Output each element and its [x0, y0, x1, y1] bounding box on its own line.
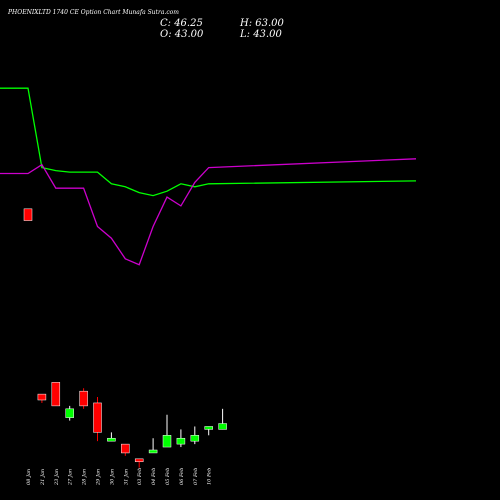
x-tick-label: 03 Feb: [137, 468, 143, 485]
candles: [23, 208, 227, 468]
candle-body: [107, 437, 116, 442]
candle: [121, 443, 130, 456]
x-tick-label: 10 Feb: [207, 468, 213, 485]
candle-body: [23, 208, 33, 221]
x-tick-label: 31 Jan: [123, 469, 129, 485]
x-tick-label: 27 Jan: [68, 469, 74, 486]
x-tick-label: 23 Jan: [54, 469, 60, 486]
candle-body: [121, 443, 130, 454]
x-tick-label: 29 Jan: [96, 469, 102, 486]
x-tick-label: 28 Jan: [82, 469, 88, 486]
close-value: C: 46.25: [160, 18, 203, 29]
candle-body: [51, 382, 61, 407]
chart-title: PHOENIXLTD 1740 CE Option Chart Munafa S…: [8, 9, 179, 16]
candle-body: [93, 402, 102, 433]
open-value: O: 43.00: [160, 29, 204, 40]
candle-body: [190, 435, 200, 442]
x-axis-labels: 08 Jan 21 Jan 23 Jan 27 Jan 28 Jan 29 Jan 30 J…: [26, 468, 213, 486]
candle-body: [218, 423, 227, 430]
candle: [148, 438, 158, 454]
candle-body: [79, 390, 88, 407]
candle: [51, 382, 61, 407]
candle: [218, 408, 227, 430]
candle-body: [65, 408, 74, 418]
x-tick-label: 30 Jan: [109, 469, 115, 485]
x-tick-label: 06 Feb: [179, 468, 185, 485]
indicator-line-1: [0, 87, 417, 197]
candle: [176, 429, 186, 448]
candle: [65, 405, 74, 421]
low-value: L: 43.00: [240, 29, 282, 40]
candle-body: [176, 437, 186, 445]
candle: [93, 397, 102, 442]
candle: [79, 388, 88, 409]
candle-body: [204, 426, 213, 430]
candle-body: [162, 435, 172, 448]
x-tick-label: 07 Feb: [193, 468, 199, 485]
indicator-line-2: [0, 158, 417, 266]
high-value: H: 63.00: [240, 18, 284, 29]
candle-body: [134, 458, 144, 463]
candle: [204, 426, 213, 436]
x-tick-label: 04 Feb: [151, 468, 157, 485]
candle: [162, 414, 172, 448]
x-tick-label: 05 Feb: [165, 468, 171, 485]
candle: [37, 393, 47, 403]
candle-body: [148, 449, 158, 454]
candle: [190, 426, 200, 445]
candle: [23, 208, 33, 221]
candle: [107, 432, 116, 442]
indicator-lines: [0, 87, 417, 266]
x-tick-label: 21 Jan: [40, 469, 46, 486]
candle-body: [37, 393, 47, 401]
candle: [134, 458, 144, 468]
x-tick-label: 08 Jan: [26, 469, 32, 485]
